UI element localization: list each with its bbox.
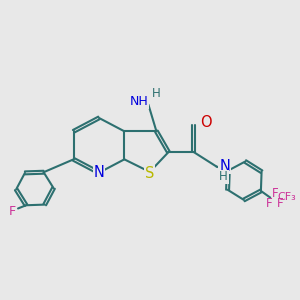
Text: O: O	[200, 115, 211, 130]
Text: F: F	[9, 205, 16, 218]
Text: CF₃: CF₃	[278, 192, 296, 202]
Text: F: F	[272, 187, 279, 200]
Text: H: H	[152, 87, 161, 101]
Text: S: S	[145, 166, 154, 181]
Text: N: N	[94, 165, 104, 180]
Text: F: F	[266, 197, 272, 210]
Text: NH: NH	[130, 95, 148, 108]
Text: N: N	[219, 158, 230, 173]
Text: H: H	[219, 170, 228, 183]
Text: F: F	[277, 197, 284, 210]
